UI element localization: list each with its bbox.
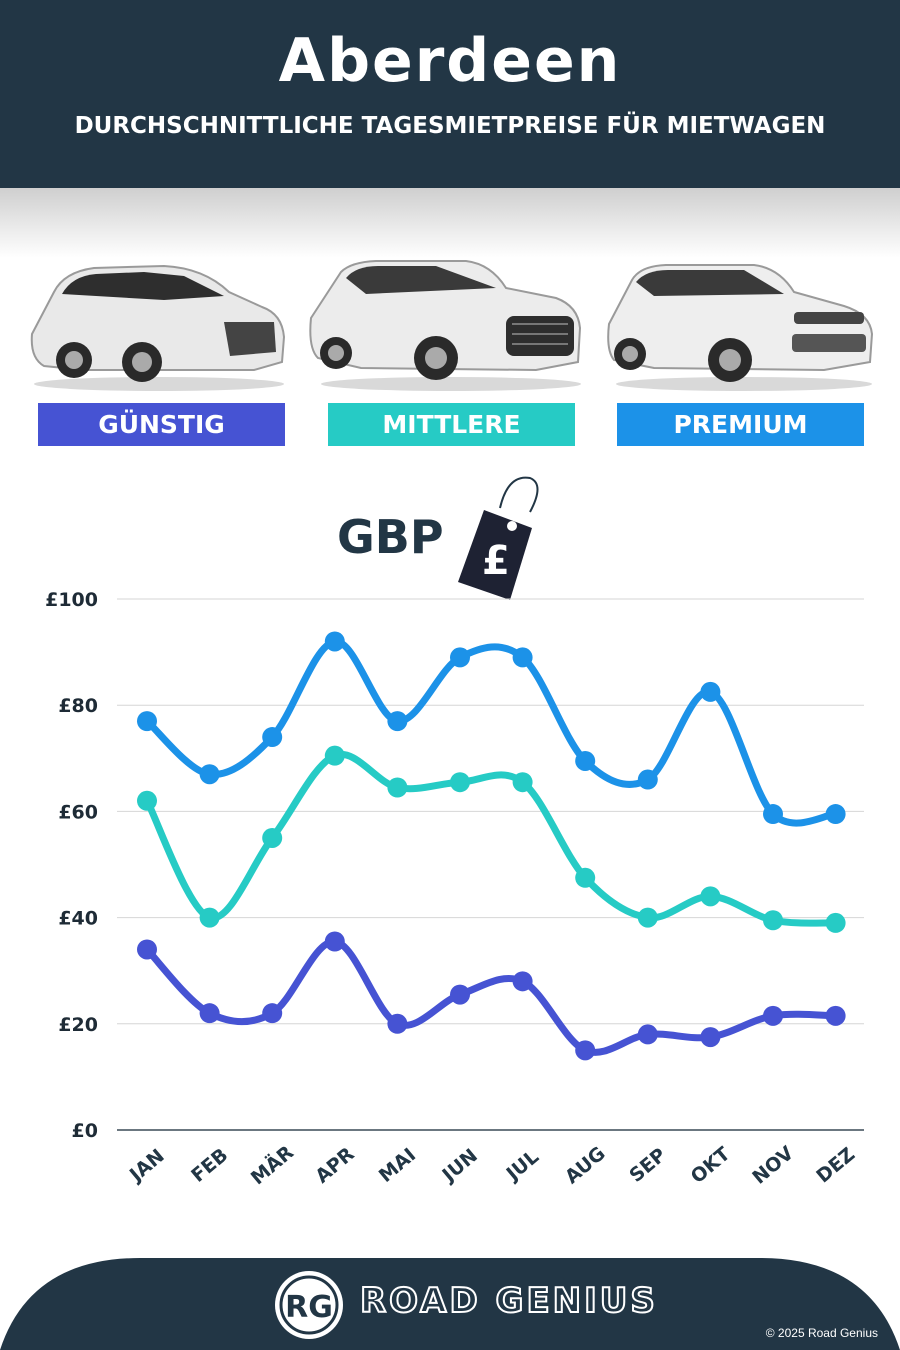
x-tick-label: DEZ — [812, 1143, 859, 1187]
x-tick-label: MAI — [375, 1144, 420, 1187]
category-label-midsize: MITTLERE — [328, 403, 575, 446]
series-line-guenstig — [143, 937, 840, 1056]
x-tick-label: SEP — [625, 1144, 670, 1187]
series-line-mittlere — [143, 750, 840, 927]
header-banner: Aberdeen DURCHSCHNITTLICHE TAGESMIETPREI… — [0, 0, 900, 188]
y-tick-label: £20 — [58, 1014, 98, 1036]
data-point-premium — [637, 769, 658, 790]
data-point-mittlere — [137, 790, 157, 811]
data-point-premium — [387, 711, 408, 732]
y-tick-label: £80 — [58, 695, 98, 717]
data-point-premium — [450, 647, 470, 668]
y-axis-ticks: £0 £20 £40 £60 £80 £100 — [45, 589, 98, 1142]
chart-series — [137, 631, 846, 1061]
x-axis-ticks: JAN FEB MÄR APR MAI JUN JUL AUG SEP OKT NOV DEZ — [124, 1140, 859, 1190]
data-point-guenstig — [575, 1040, 596, 1061]
x-tick-label: JAN — [124, 1145, 169, 1187]
y-tick-label: £60 — [58, 801, 98, 823]
footer-band — [0, 1258, 900, 1350]
data-point-premium — [137, 711, 157, 732]
data-point-premium — [199, 764, 220, 785]
line-chart: £0 £20 £40 £60 £80 £100 JAN FEB MÄR APR MAI JUN JUL… — [45, 589, 864, 1190]
data-point-guenstig — [324, 931, 345, 952]
x-tick-label: AUG — [561, 1142, 610, 1188]
data-point-mittlere — [575, 867, 596, 888]
data-point-premium — [512, 647, 533, 668]
data-point-guenstig — [450, 984, 470, 1005]
data-point-premium — [575, 750, 596, 771]
data-point-guenstig — [387, 1013, 408, 1034]
data-point-mittlere — [763, 910, 783, 931]
data-point-mittlere — [262, 827, 283, 848]
data-point-guenstig — [137, 939, 157, 960]
data-point-guenstig — [825, 1005, 846, 1026]
currency-label: GBP — [337, 510, 444, 564]
data-point-guenstig — [763, 1005, 783, 1026]
data-point-guenstig — [637, 1024, 658, 1045]
data-point-premium — [324, 631, 345, 652]
data-point-mittlere — [450, 772, 470, 793]
data-point-mittlere — [825, 912, 846, 933]
premium-suv-image — [607, 264, 874, 391]
x-tick-label: MÄR — [246, 1140, 299, 1190]
data-point-mittlere — [324, 745, 345, 766]
data-point-mittlere — [700, 886, 721, 907]
brand-name: ROAD GENIUS — [359, 1280, 658, 1322]
data-point-premium — [825, 804, 846, 825]
midsize-suv-image — [309, 260, 582, 391]
x-tick-label: APR — [311, 1143, 359, 1188]
road-genius-logo-icon: RG — [275, 1271, 343, 1339]
economy-car-image — [30, 264, 286, 391]
y-tick-label: £100 — [45, 589, 98, 611]
data-point-premium — [700, 681, 721, 702]
pound-symbol: £ — [482, 538, 510, 584]
data-point-guenstig — [199, 1003, 220, 1024]
data-point-guenstig — [512, 971, 533, 992]
price-tag-icon: £ — [458, 476, 539, 600]
y-tick-label: £40 — [58, 908, 98, 930]
data-point-premium — [763, 804, 783, 825]
x-tick-label: OKT — [687, 1143, 735, 1188]
data-point-mittlere — [637, 907, 658, 928]
header-shadow — [0, 188, 900, 258]
copyright-text: © 2025 Road Genius — [765, 1326, 878, 1340]
logo-letters: RG — [285, 1290, 333, 1325]
series-line-premium — [143, 637, 840, 827]
category-label-premium: PREMIUM — [617, 403, 864, 446]
data-point-mittlere — [512, 772, 533, 793]
page-subtitle: DURCHSCHNITTLICHE TAGESMIETPREISE FÜR MI… — [74, 113, 826, 139]
chart-grid — [117, 598, 864, 1131]
x-tick-label: JUL — [501, 1146, 543, 1186]
x-tick-label: NOV — [748, 1142, 798, 1189]
data-point-guenstig — [262, 1003, 283, 1024]
data-point-mittlere — [387, 777, 408, 798]
page-title: Aberdeen — [278, 26, 622, 96]
data-point-mittlere — [199, 907, 220, 928]
x-tick-label: FEB — [187, 1144, 232, 1187]
x-tick-label: JUN — [437, 1145, 482, 1188]
y-tick-label: £0 — [72, 1120, 98, 1142]
category-label-economy: GÜNSTIG — [38, 403, 285, 446]
data-point-premium — [262, 727, 283, 748]
data-point-guenstig — [700, 1027, 721, 1048]
